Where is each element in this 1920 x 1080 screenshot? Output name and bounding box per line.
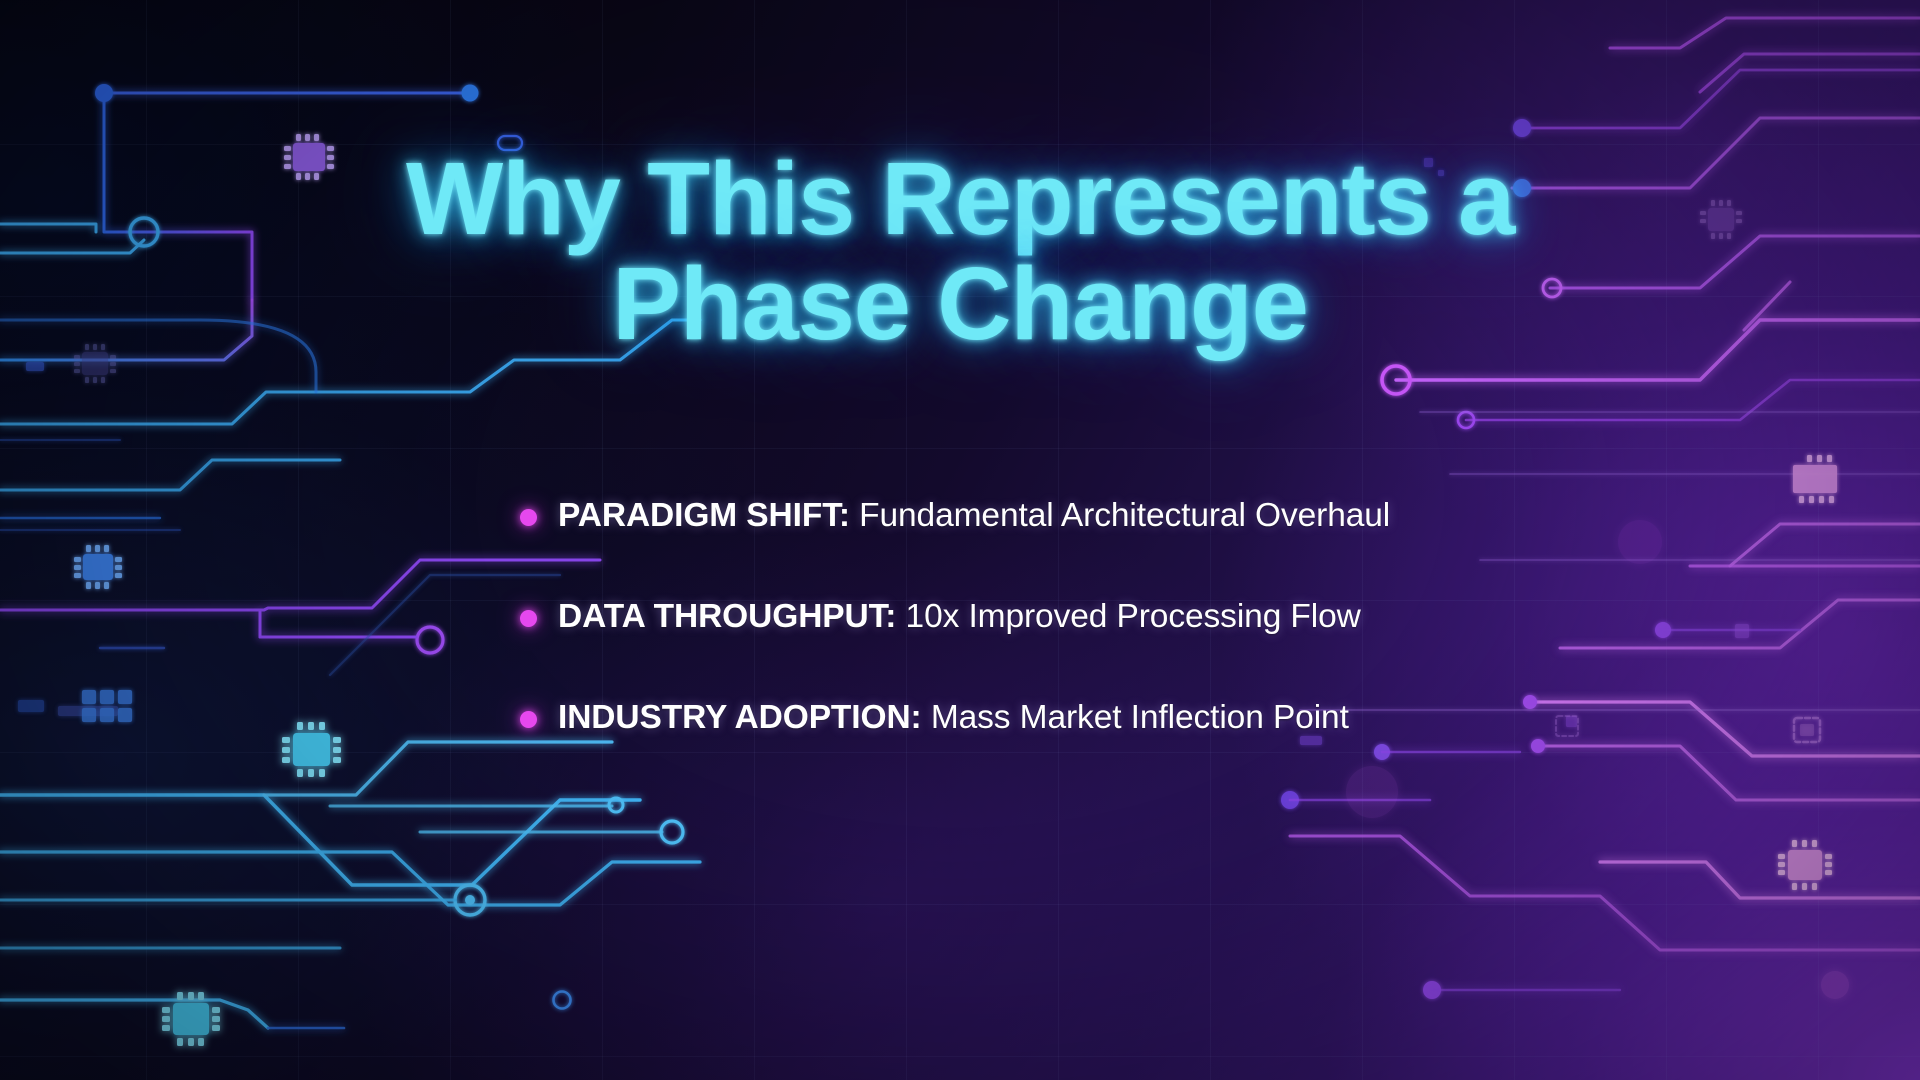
list-item: PARADIGM SHIFT: Fundamental Architectura… bbox=[520, 497, 1520, 535]
list-item: INDUSTRY ADOPTION: Mass Market Inflectio… bbox=[520, 699, 1520, 737]
title-line-2: Phase Change bbox=[612, 246, 1309, 362]
bullet-label: DATA THROUGHPUT: bbox=[558, 598, 897, 635]
bullet-label: INDUSTRY ADOPTION: bbox=[558, 699, 922, 736]
bullet-detail: Fundamental Architectural Overhaul bbox=[849, 497, 1391, 534]
bullet-dot-icon bbox=[520, 710, 537, 728]
bullet-dot-icon bbox=[520, 508, 537, 526]
bullet-detail: 10x Improved Processing Flow bbox=[896, 598, 1361, 635]
bullet-list: PARADIGM SHIFT: Fundamental Architectura… bbox=[520, 497, 1520, 737]
bullet-label: PARADIGM SHIFT: bbox=[558, 497, 850, 534]
title-line-1: Why This Represents a bbox=[405, 141, 1515, 256]
page-title: Why This Represents a Phase Change bbox=[0, 146, 1920, 356]
list-item: DATA THROUGHPUT: 10x Improved Processing… bbox=[520, 598, 1520, 636]
bullet-dot-icon bbox=[520, 609, 537, 627]
bullet-detail: Mass Market Inflection Point bbox=[921, 699, 1349, 736]
bullet-text: PARADIGM SHIFT: Fundamental Architectura… bbox=[558, 497, 1390, 535]
bullet-text: INDUSTRY ADOPTION: Mass Market Inflectio… bbox=[558, 699, 1349, 737]
bullet-text: DATA THROUGHPUT: 10x Improved Processing… bbox=[558, 598, 1361, 636]
